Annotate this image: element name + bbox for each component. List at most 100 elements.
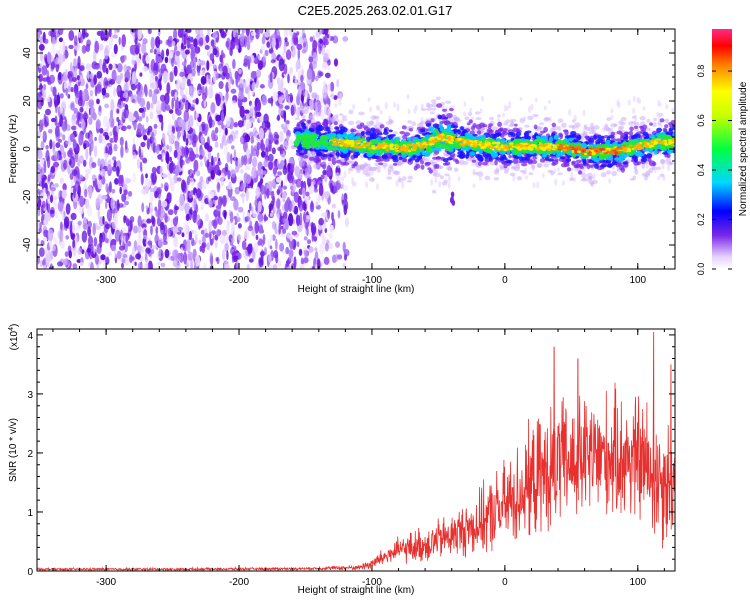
noise-speckle (276, 188, 280, 196)
signal-speckle (379, 124, 385, 129)
signal-speckle (653, 117, 657, 122)
signal-speckle (344, 152, 351, 158)
noise-speckle (89, 106, 96, 119)
noise-speckle (200, 76, 207, 85)
noise-speckle (85, 148, 89, 160)
signal-speckle (663, 128, 668, 133)
noise-speckle (316, 258, 321, 269)
signal-speckle (651, 165, 656, 171)
signal-speckle (388, 164, 394, 169)
signal-speckle (436, 103, 443, 108)
noise-speckle (168, 145, 173, 153)
noise-speckle (194, 153, 200, 158)
noise-speckle (251, 229, 256, 237)
noise-speckle (67, 164, 71, 175)
signal-speckle (476, 171, 484, 177)
signal-speckle (345, 157, 350, 161)
noise-speckle (292, 32, 298, 45)
noise-speckle (331, 203, 337, 209)
signal-speckle (633, 128, 640, 132)
noise-speckle (47, 228, 54, 242)
noise-speckle (227, 78, 231, 90)
noise-speckle (225, 29, 228, 33)
signal-speckle (308, 128, 314, 132)
noise-speckle (268, 139, 272, 152)
noise-speckle (247, 225, 254, 232)
signal-speckle (519, 117, 525, 123)
noise-speckle (209, 53, 215, 61)
noise-speckle (185, 88, 189, 96)
chart-title: C2E5.2025.263.02.01.G17 (297, 3, 453, 18)
signal-speckle (509, 172, 516, 177)
noise-speckle (250, 136, 255, 144)
noise-speckle (275, 176, 282, 183)
noise-speckle (264, 49, 269, 57)
noise-speckle (164, 92, 170, 105)
noise-speckle (283, 29, 289, 38)
noise-speckle (118, 203, 124, 208)
noise-speckle (151, 244, 157, 250)
noise-speckle (207, 176, 212, 182)
noise-speckle (189, 60, 195, 69)
signal-speckle (512, 158, 519, 164)
noise-speckle (54, 183, 59, 188)
noise-speckle (49, 194, 54, 203)
noise-speckle (137, 122, 143, 133)
signal-speckle (642, 124, 648, 130)
signal-speckle (313, 111, 318, 116)
signal-speckle (321, 161, 327, 165)
noise-speckle (108, 181, 112, 193)
signal-speckle (562, 129, 569, 133)
faint-speckle (370, 170, 374, 176)
noise-speckle (306, 214, 312, 220)
faint-speckle (632, 107, 636, 115)
noise-speckle (271, 220, 277, 230)
noise-speckle (112, 156, 117, 161)
noise-speckle (191, 173, 194, 179)
noise-speckle (221, 249, 226, 261)
noise-speckle (255, 111, 262, 117)
noise-speckle (225, 72, 230, 80)
noise-speckle (103, 132, 109, 137)
faint-speckle (414, 104, 418, 111)
noise-speckle (59, 177, 64, 185)
noise-speckle (234, 186, 241, 195)
noise-speckle (188, 208, 193, 221)
faint-speckle (393, 101, 397, 108)
noise-speckle (271, 37, 276, 49)
noise-speckle (50, 166, 56, 174)
noise-speckle (137, 29, 142, 40)
faint-speckle (339, 120, 343, 125)
noise-speckle (93, 237, 98, 247)
noise-speckle (237, 223, 242, 229)
noise-speckle (157, 29, 161, 37)
signal-speckle (646, 153, 653, 159)
noise-speckle (298, 248, 303, 256)
noise-speckle (147, 260, 153, 269)
noise-speckle (119, 136, 124, 146)
faint-speckle (478, 176, 482, 181)
noise-speckle (299, 36, 303, 45)
signal-speckle (559, 156, 566, 160)
noise-speckle (266, 187, 270, 199)
faint-speckle (367, 97, 371, 102)
noise-speckle (282, 185, 288, 190)
signal-speckle (554, 158, 559, 163)
noise-speckle (319, 39, 323, 44)
signal-speckle (408, 128, 413, 132)
noise-speckle (235, 29, 241, 33)
signal-speckle (660, 158, 665, 165)
noise-speckle (47, 195, 51, 205)
noise-speckle (186, 176, 191, 186)
noise-speckle (174, 38, 180, 43)
signal-speckle (574, 122, 581, 128)
signal-speckle (585, 126, 590, 131)
noise-speckle (149, 189, 154, 203)
noise-speckle (74, 180, 81, 193)
noise-speckle (149, 187, 156, 193)
signal-speckle (300, 147, 305, 151)
noise-speckle (201, 243, 206, 254)
noise-speckle (62, 42, 66, 55)
noise-speckle (73, 107, 78, 115)
noise-speckle (243, 82, 247, 89)
